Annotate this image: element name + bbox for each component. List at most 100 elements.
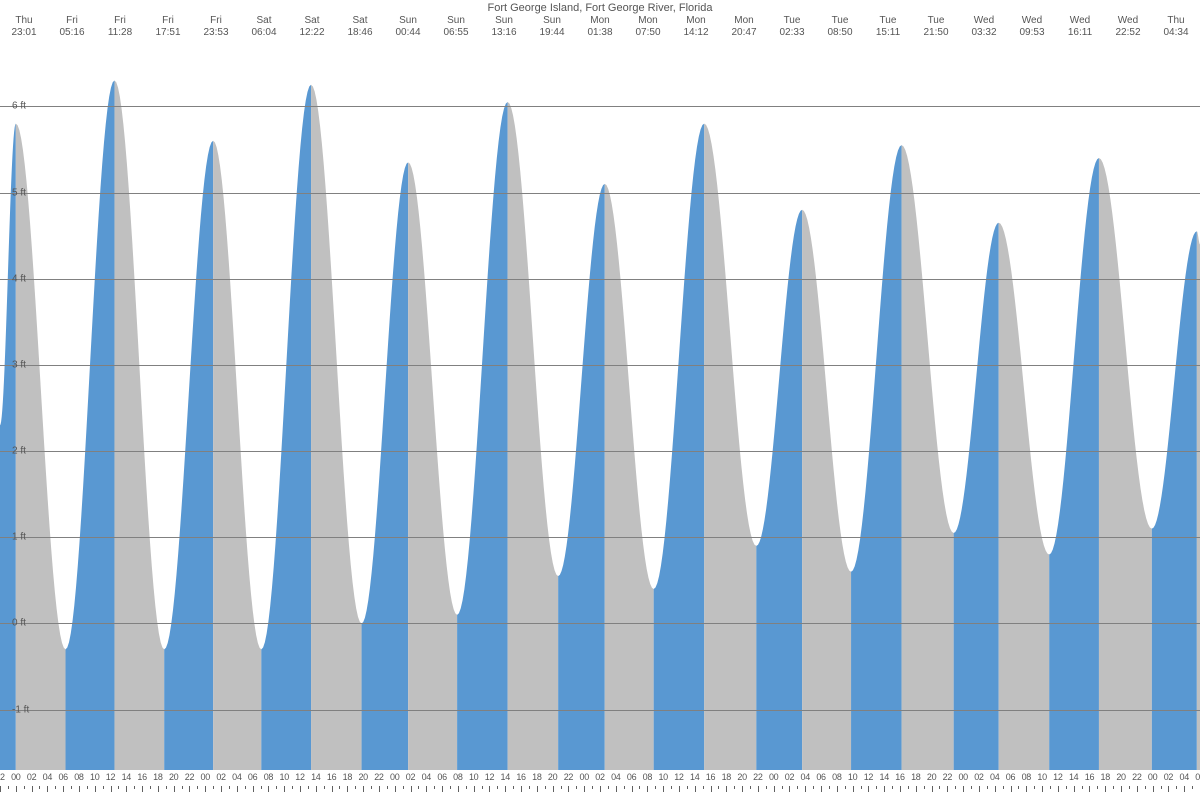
bottom-hour-label: 22 xyxy=(753,772,762,782)
hour-tick xyxy=(561,786,562,789)
hour-tick xyxy=(971,786,972,789)
hour-tick xyxy=(205,786,206,792)
bottom-hour-label: 12 xyxy=(485,772,494,782)
bottom-hour-label: 00 xyxy=(579,772,588,782)
bottom-hour-label: 18 xyxy=(722,772,731,782)
tide-falling-segment xyxy=(902,145,954,770)
bottom-hour-label: 08 xyxy=(453,772,462,782)
tide-plot: -1 ft0 ft1 ft2 ft3 ft4 ft5 ft6 ft xyxy=(0,46,1200,770)
bottom-hour-label: 16 xyxy=(137,772,146,782)
hour-tick xyxy=(813,786,814,789)
time-header-cell: Sat12:22 xyxy=(299,15,324,39)
bottom-hour-label: 02 xyxy=(406,772,415,782)
hour-tick xyxy=(703,786,704,789)
hour-tick xyxy=(8,786,9,789)
hour-tick xyxy=(845,786,846,789)
hour-tick xyxy=(639,786,640,789)
hour-tick xyxy=(79,786,80,792)
hour-tick xyxy=(1003,786,1004,789)
y-tick-label: 2 ft xyxy=(12,446,26,457)
hour-tick xyxy=(316,786,317,792)
bottom-hour-label: 06 xyxy=(437,772,446,782)
hour-tick xyxy=(324,786,325,789)
bottom-hour-label: 20 xyxy=(358,772,367,782)
bottom-hour-label: 22 xyxy=(564,772,573,782)
hour-tick xyxy=(39,786,40,789)
hour-tick xyxy=(379,786,380,792)
hour-tick xyxy=(1137,786,1138,792)
hour-tick xyxy=(482,786,483,789)
hour-tick xyxy=(411,786,412,792)
tide-rising-segment xyxy=(756,210,802,770)
bottom-hour-label: 04 xyxy=(611,772,620,782)
time-header-cell: Fri11:28 xyxy=(108,15,132,39)
bottom-hour-label: 20 xyxy=(1116,772,1125,782)
bottom-hour-label: 18 xyxy=(532,772,541,782)
hour-tick xyxy=(332,786,333,792)
tide-rising-segment xyxy=(66,80,115,770)
bottom-hour-label: 10 xyxy=(279,772,288,782)
hour-tick xyxy=(750,786,751,789)
hour-tick xyxy=(537,786,538,792)
y-tick-label: 5 ft xyxy=(12,187,26,198)
time-header-cell: Tue08:50 xyxy=(827,15,852,39)
hour-tick xyxy=(742,786,743,792)
bottom-hour-label: 00 xyxy=(769,772,778,782)
hour-tick xyxy=(616,786,617,792)
hour-tick xyxy=(663,786,664,792)
bottom-hour-label: 18 xyxy=(911,772,920,782)
hour-tick xyxy=(829,786,830,789)
hour-tick xyxy=(892,786,893,789)
hour-tick xyxy=(868,786,869,792)
hour-tick xyxy=(505,786,506,792)
hour-tick xyxy=(789,786,790,792)
hour-tick xyxy=(300,786,301,792)
tide-rising-segment xyxy=(362,162,409,770)
hour-tick xyxy=(687,786,688,789)
hour-tick xyxy=(1082,786,1083,789)
hour-tick xyxy=(884,786,885,792)
hour-tick xyxy=(87,786,88,789)
bottom-hour-label: 22 xyxy=(185,772,194,782)
bottom-hour-label: 04 xyxy=(990,772,999,782)
hour-tick xyxy=(466,786,467,789)
hour-tick xyxy=(821,786,822,792)
hour-tick xyxy=(1129,786,1130,789)
hour-tick xyxy=(837,786,838,792)
hour-tick xyxy=(711,786,712,792)
gridline xyxy=(0,193,1200,194)
bottom-hour-label: 16 xyxy=(1085,772,1094,782)
hour-tick xyxy=(403,786,404,789)
bottom-hour-label: 20 xyxy=(548,772,557,782)
bottom-hour-label: 06 xyxy=(816,772,825,782)
bottom-hour-label: 00 xyxy=(1148,772,1157,782)
hour-tick xyxy=(24,786,25,789)
time-header-cell: Sat06:04 xyxy=(251,15,276,39)
bottom-hour-label: 12 xyxy=(674,772,683,782)
bottom-hour-label: 14 xyxy=(122,772,131,782)
time-header-cell: Thu23:01 xyxy=(11,15,36,39)
hour-tick xyxy=(1018,786,1019,789)
hour-tick xyxy=(774,786,775,792)
tide-rising-segment xyxy=(954,223,999,770)
tide-falling-segment xyxy=(114,80,164,770)
hour-tick xyxy=(718,786,719,789)
hour-tick xyxy=(221,786,222,792)
hour-tick xyxy=(1042,786,1043,792)
tide-rising-segment xyxy=(164,141,213,770)
hour-tick xyxy=(253,786,254,792)
time-header-cell: Fri17:51 xyxy=(155,15,180,39)
time-header-cell: Fri05:16 xyxy=(59,15,84,39)
bottom-hour-label: 12 xyxy=(106,772,115,782)
hour-tick xyxy=(766,786,767,789)
hour-tick xyxy=(1145,786,1146,789)
y-tick-label: 3 ft xyxy=(12,359,26,370)
hour-tick xyxy=(126,786,127,792)
y-tick-label: 4 ft xyxy=(12,273,26,284)
hour-tick xyxy=(489,786,490,792)
bottom-tick-marks xyxy=(0,786,1200,792)
gridline xyxy=(0,537,1200,538)
time-header-cell: Tue21:50 xyxy=(923,15,948,39)
bottom-hour-label: 22 xyxy=(943,772,952,782)
tide-falling-segment xyxy=(213,141,261,770)
